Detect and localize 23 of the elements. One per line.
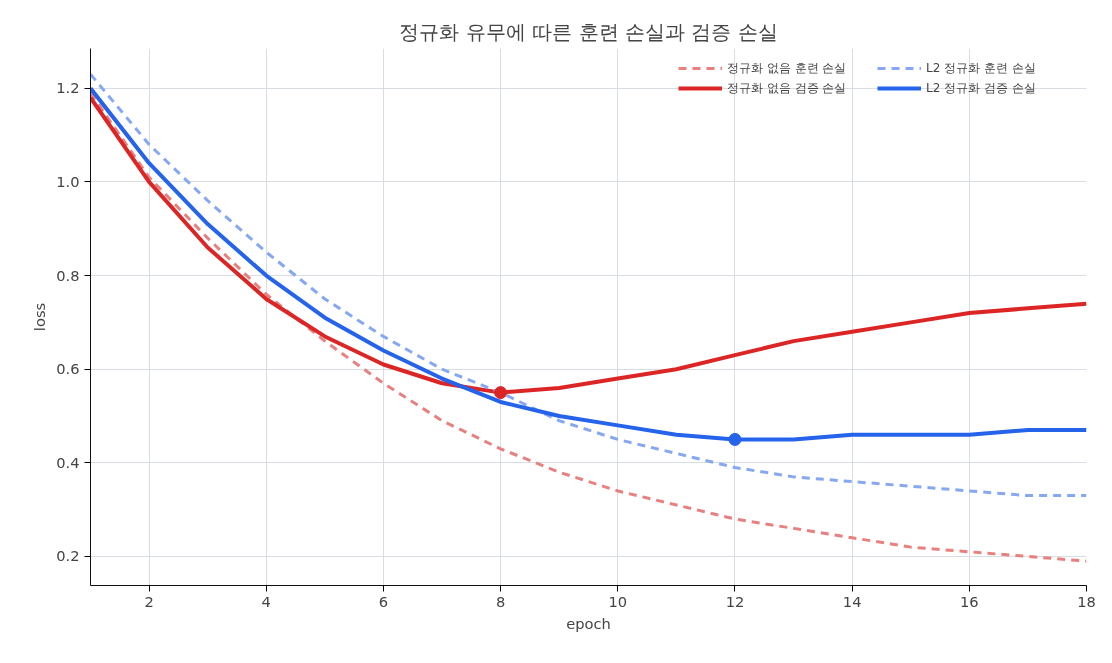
x-tick-label: 18 — [1077, 592, 1096, 610]
legend-label: L2 정규화 검증 손실 — [926, 79, 1037, 97]
y-tick-label: 0.4 — [56, 453, 80, 471]
chart-title: 정규화 유무에 따른 훈련 손실과 검증 손실 — [399, 19, 778, 44]
legend-label: L2 정규화 훈련 손실 — [926, 59, 1037, 77]
y-tick-label: 1.2 — [56, 79, 80, 97]
legend-label: 정규화 없음 훈련 손실 — [727, 59, 848, 77]
x-tick-label: 2 — [144, 592, 154, 610]
y-tick-label: 0.2 — [56, 547, 80, 565]
x-tick-label: 8 — [495, 592, 506, 610]
line-series — [90, 72, 1087, 498]
y-tick-label: 0.6 — [56, 360, 80, 378]
x-tick-label: 14 — [842, 592, 862, 610]
y-tick-label: 0.8 — [56, 266, 80, 284]
x-tick-label: 6 — [378, 592, 389, 610]
x-axis-title: epoch — [566, 614, 611, 632]
x-tick-label: 16 — [960, 592, 979, 610]
y-tick-label: 1.0 — [56, 172, 80, 190]
x-tick-label: 12 — [725, 592, 745, 610]
y-axis-title: loss — [31, 302, 49, 332]
x-tick-label: 4 — [261, 592, 271, 610]
x-tick-label: 10 — [608, 592, 628, 610]
legend-label: 정규화 없음 검증 손실 — [727, 79, 848, 97]
